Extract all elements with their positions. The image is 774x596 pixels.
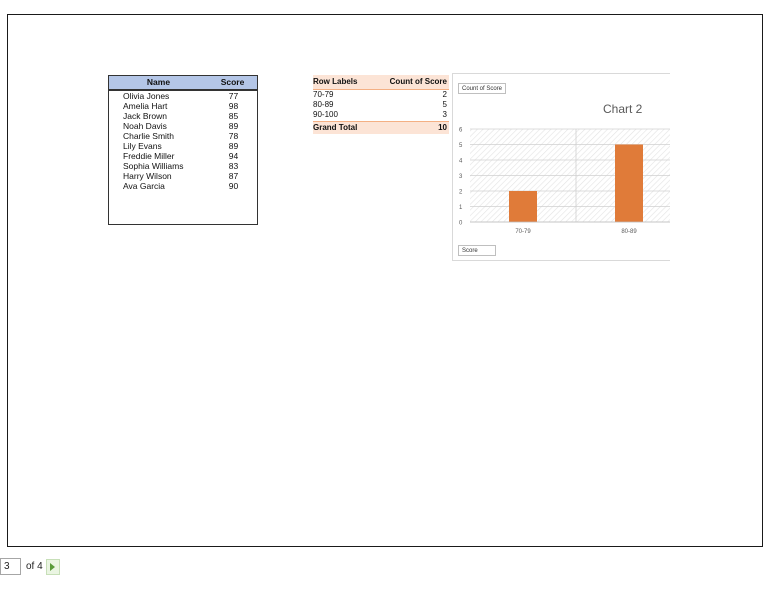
y-tick-label: 0 [459, 221, 463, 227]
score-column-header: Score [220, 77, 245, 87]
y-tick-label: 6 [459, 128, 463, 134]
score-table: Name Score Olivia Jones 77 Amelia Hart 98 Ja… [108, 75, 258, 225]
axis-field-button[interactable]: Score [458, 245, 496, 256]
name-cell: Olivia Jones [123, 91, 170, 101]
value-field-button[interactable]: Count of Score [458, 83, 507, 94]
pivot-row: 70-79 2 [313, 90, 449, 100]
bar [615, 144, 643, 222]
table-row: Freddie Miller 94 [109, 151, 257, 161]
score-cell: 77 [228, 91, 239, 101]
table-row: Noah Davis 89 [109, 121, 257, 131]
play-right-icon [50, 562, 56, 571]
table-row: Sophia Williams 83 [109, 161, 257, 171]
y-tick-label: 3 [459, 174, 463, 180]
name-cell: Charlie Smith [123, 131, 175, 141]
pivot-row: 90-100 3 [313, 110, 449, 120]
pivot-grand-total-row: Grand Total 10 [313, 121, 449, 134]
score-table-header: Name Score [109, 76, 257, 91]
pivot-row-value: 5 [442, 100, 447, 109]
page-count-label: of 4 [26, 561, 43, 572]
pivot-table: Row Labels Count of Score 70-79 2 80-89 5 90… [313, 75, 449, 134]
current-page-input[interactable] [0, 558, 21, 575]
name-cell: Freddie Miller [123, 151, 175, 161]
table-row: Jack Brown 85 [109, 111, 257, 121]
score-cell: 89 [228, 141, 239, 151]
score-cell: 98 [228, 101, 239, 111]
table-row: Olivia Jones 77 [109, 91, 257, 101]
score-cell: 94 [228, 151, 239, 161]
x-tick-label: 80-89 [621, 229, 637, 235]
y-tick-label: 1 [459, 205, 463, 211]
pivot-body: 70-79 2 80-89 5 90-100 3 [313, 90, 449, 120]
chart-title: Chart 2 [603, 102, 643, 116]
pivot-row-label: 80-89 [313, 100, 334, 109]
name-cell: Ava Garcia [123, 181, 165, 191]
pivot-row-label: 70-79 [313, 90, 334, 99]
score-table-body: Olivia Jones 77 Amelia Hart 98 Jack Brown 85 N… [109, 91, 257, 191]
grand-total-label: Grand Total [313, 123, 358, 132]
name-cell: Jack Brown [123, 111, 167, 121]
table-row: Charlie Smith 78 [109, 131, 257, 141]
score-cell: 83 [228, 161, 239, 171]
table-row: Harry Wilson 87 [109, 171, 257, 181]
pivot-chart[interactable]: Count of Score Chart 2 0 1 2 3 4 5 6 70-79 80-89… [452, 73, 670, 261]
table-row: Amelia Hart 98 [109, 101, 257, 111]
name-cell: Noah Davis [123, 121, 167, 131]
grand-total-value: 10 [438, 123, 447, 132]
name-cell: Sophia Williams [123, 161, 184, 171]
score-cell: 87 [228, 171, 239, 181]
score-cell: 78 [228, 131, 239, 141]
name-cell: Amelia Hart [123, 101, 168, 111]
y-tick-label: 2 [459, 190, 463, 196]
table-row: Ava Garcia 90 [109, 181, 257, 191]
score-cell: 90 [228, 181, 239, 191]
pivot-row-label: 90-100 [313, 110, 338, 119]
pivot-row: 80-89 5 [313, 100, 449, 110]
y-tick-label: 4 [459, 159, 463, 165]
count-of-score-header: Count of Score [389, 77, 447, 86]
row-labels-header[interactable]: Row Labels [313, 77, 358, 86]
pivot-row-value: 2 [442, 90, 447, 99]
pivot-header: Row Labels Count of Score [313, 75, 449, 90]
score-cell: 89 [228, 121, 239, 131]
name-column-header: Name [146, 77, 171, 87]
chart-plot: 0 1 2 3 4 5 6 70-79 80-89 [459, 128, 670, 235]
y-tick-label: 5 [459, 143, 463, 149]
page-navigator: of 4 [0, 558, 60, 575]
table-row: Lily Evans 89 [109, 141, 257, 151]
bar [509, 191, 537, 222]
name-cell: Harry Wilson [123, 171, 172, 181]
pivot-row-value: 3 [442, 110, 447, 119]
score-cell: 85 [228, 111, 239, 121]
next-page-button[interactable] [45, 558, 60, 575]
name-cell: Lily Evans [123, 141, 162, 151]
x-tick-label: 70-79 [515, 229, 531, 235]
